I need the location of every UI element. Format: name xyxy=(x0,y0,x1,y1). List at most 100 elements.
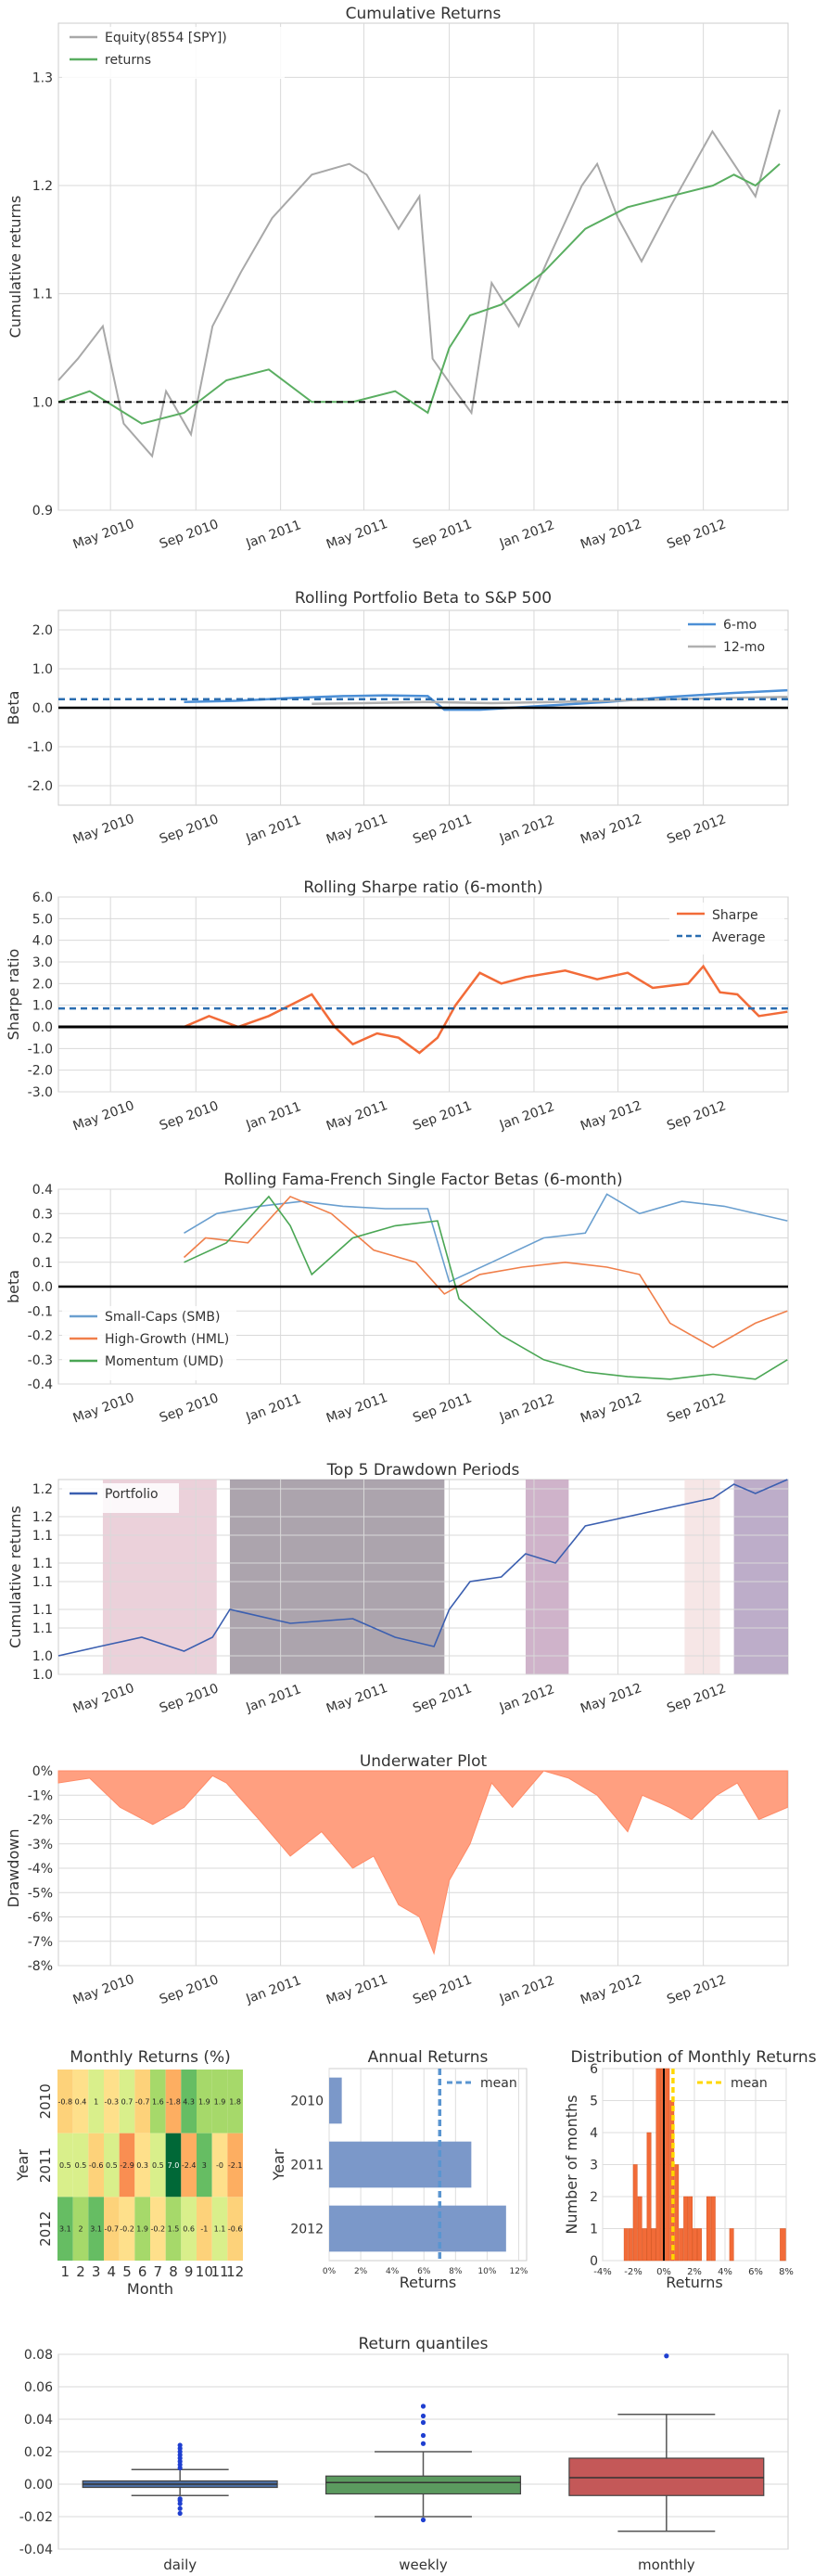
heatmap-cell-label: 2 xyxy=(78,2225,83,2234)
x-tick-label: 6% xyxy=(748,2267,763,2277)
heatmap-cell-label: -0.8 xyxy=(58,2097,73,2106)
y-axis-label: beta xyxy=(5,1270,22,1303)
chart-title: Cumulative Returns xyxy=(346,5,502,23)
y-tick-label: 2011 xyxy=(290,2159,324,2173)
y-tick-label: 0.9 xyxy=(32,504,53,519)
x-tick-label: 1 xyxy=(61,2263,70,2280)
heatmap-cell xyxy=(211,2070,228,2134)
heatmap-cell-label: 1.9 xyxy=(136,2225,148,2234)
y-tick-label: 0 xyxy=(590,2254,598,2269)
x-tick-label: 8% xyxy=(449,2267,463,2276)
drawdown-period xyxy=(733,1480,788,1674)
histogram-bar xyxy=(710,2196,716,2262)
legend-box xyxy=(62,1306,236,1380)
heatmap-cell xyxy=(134,2133,150,2198)
y-tick-label: -8% xyxy=(28,1959,53,1974)
histogram-bar xyxy=(632,2164,638,2262)
heatmap-cell-label: 1.6 xyxy=(152,2097,164,2106)
y-tick-label: 2.0 xyxy=(32,977,53,992)
chart-title: Rolling Portfolio Beta to S&P 500 xyxy=(295,589,552,608)
heatmap-cell-label: 0.5 xyxy=(152,2161,164,2170)
x-tick-label: 10% xyxy=(477,2267,496,2276)
x-tick-label: 4% xyxy=(718,2267,732,2277)
outlier-point xyxy=(177,2510,183,2517)
heatmap-cell-label: -2.1 xyxy=(228,2161,243,2170)
x-tick-label: 12% xyxy=(509,2267,528,2276)
histogram-bar xyxy=(697,2228,702,2262)
histogram-bar xyxy=(679,2228,684,2262)
outlier-point xyxy=(420,2441,426,2446)
y-tick-label: -0.4 xyxy=(28,1378,53,1392)
y-tick-label: -0.1 xyxy=(28,1304,53,1319)
heatmap-cell xyxy=(104,2133,120,2198)
x-axis-label: Returns xyxy=(666,2274,722,2291)
y-tick-label: -1.0 xyxy=(28,740,53,755)
y-axis-label: Cumulative returns xyxy=(6,1506,24,1648)
y-axis-label: Drawdown xyxy=(5,1829,22,1908)
y-tick-label: 4.0 xyxy=(32,934,53,949)
legend-label: Average xyxy=(712,930,766,945)
heatmap-cell xyxy=(197,2133,212,2198)
heatmap-cell-label: 1.8 xyxy=(229,2097,241,2106)
y-axis-label: Number of months xyxy=(563,2095,580,2234)
heatmap-cell xyxy=(165,2197,182,2261)
y-tick-label: -2% xyxy=(28,1813,53,1828)
heatmap-cell-label: -2.9 xyxy=(120,2161,134,2170)
x-tick-label: 12 xyxy=(226,2263,244,2280)
series-line xyxy=(183,1195,788,1349)
y-tick-label: 6.0 xyxy=(32,891,53,905)
legend-box xyxy=(62,1483,179,1513)
heatmap-cell-label: 1.9 xyxy=(214,2097,226,2106)
outlier-point xyxy=(664,2353,669,2359)
heatmap-cell-label: -1 xyxy=(200,2225,208,2234)
y-tick-label: 1.0 xyxy=(32,395,53,410)
y-tick-label: 5.0 xyxy=(32,912,53,927)
x-tick-label: 2% xyxy=(687,2267,702,2277)
heatmap-cell-label: -2.4 xyxy=(182,2161,197,2170)
x-tick-label: 7 xyxy=(154,2263,163,2280)
heatmap-cell-label: -0.7 xyxy=(135,2097,150,2106)
heatmap-cell-label: 4.3 xyxy=(183,2097,195,2106)
heatmap-cell xyxy=(57,2133,73,2198)
drawdown-period xyxy=(229,1480,445,1674)
heatmap-cell-label: 0.4 xyxy=(75,2097,87,2106)
series-line xyxy=(184,688,788,711)
heatmap-cell-label: 1.1 xyxy=(214,2225,226,2234)
y-tick-label: -0.3 xyxy=(28,1353,53,1368)
heatmap-cell xyxy=(134,2197,150,2261)
histogram-bar xyxy=(688,2196,693,2262)
y-tick-label: -4% xyxy=(28,1862,53,1877)
heatmap-cell xyxy=(150,2070,166,2134)
outlier-point xyxy=(177,2506,183,2511)
heatmap-cell xyxy=(134,2070,150,2134)
y-axis-label: Beta xyxy=(5,691,22,725)
y-tick-label: 1.2 xyxy=(32,1482,53,1497)
heatmap-cell xyxy=(104,2197,120,2261)
y-tick-label: -0.2 xyxy=(28,1329,53,1344)
heatmap-cell-label: 1.5 xyxy=(168,2225,180,2234)
legend-label: mean xyxy=(480,2076,517,2091)
y-tick-label: -2.0 xyxy=(28,1064,53,1079)
y-tick-label: 4 xyxy=(590,2126,598,2141)
annual-bar xyxy=(329,2077,342,2124)
sharpe-plot-area xyxy=(57,896,789,1093)
heatmap-cell-label: -0.6 xyxy=(89,2161,104,2170)
chart-title: Rolling Sharpe ratio (6-month) xyxy=(303,878,542,897)
legend-label: returns xyxy=(105,53,151,68)
heatmap-cell xyxy=(72,2070,89,2134)
legend-label: Small-Caps (SMB) xyxy=(105,1310,220,1325)
legend-label: Portfolio xyxy=(105,1487,159,1502)
x-tick-label: 4% xyxy=(386,2267,400,2276)
series-line xyxy=(184,964,788,1055)
y-tick-label: -5% xyxy=(28,1886,53,1901)
heatmap-cell-label: 3.1 xyxy=(90,2225,102,2234)
x-tick-label: monthly xyxy=(638,2557,695,2573)
heatmap-cell xyxy=(119,2070,135,2134)
legend-label: Equity(8554 [SPY]) xyxy=(105,31,227,45)
heatmap-cell-label: 0.7 xyxy=(121,2097,134,2106)
heatmap-cell-label: 0.5 xyxy=(106,2161,118,2170)
chart-title: Rolling Fama-French Single Factor Betas … xyxy=(223,1171,622,1189)
x-tick-label: 2% xyxy=(354,2267,368,2276)
outlier-point xyxy=(420,2413,426,2419)
legend-label: Sharpe xyxy=(712,908,758,923)
